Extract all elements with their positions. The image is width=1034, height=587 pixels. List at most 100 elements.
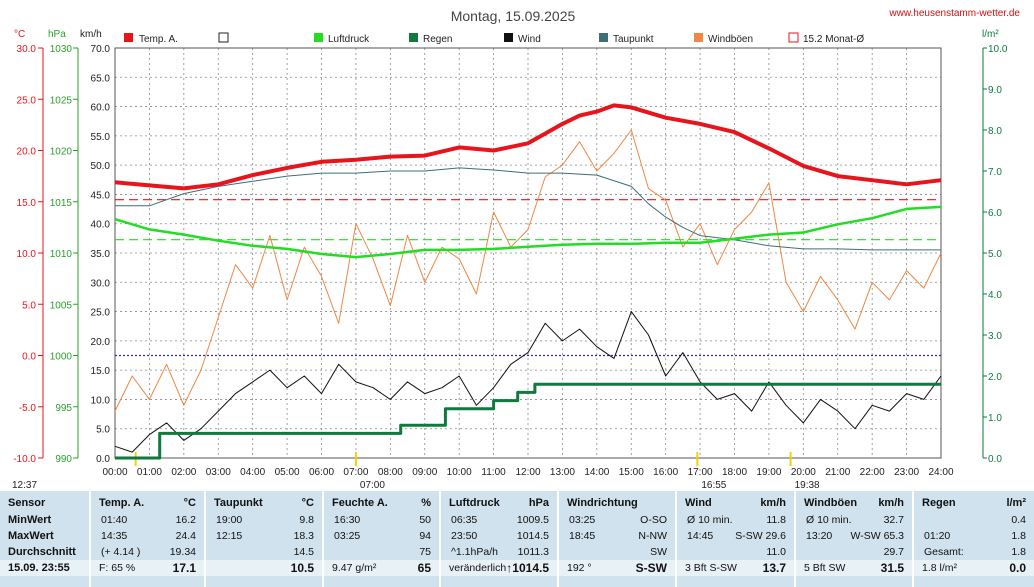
time-marker-label: 07:00 [360,480,385,491]
stats-cell-value: 18.3 [293,530,314,542]
time-tick-label: 07:00 [343,467,368,478]
stats-row-label: Durchschnitt [8,546,76,558]
weather-chart: Montag, 15.09.2025 www.heusenstamm-wette… [12,8,1020,491]
stats-row: 13:20 W-SW 65.3 [796,528,912,544]
stats-row: 11.0 [677,544,794,560]
stats-row: 15.09. 23:55 [0,560,89,576]
stats-row: Durchschnitt [0,544,89,560]
stats-cell-label: 06:35 [451,514,478,526]
stats-row: 03:25 94 [324,528,439,544]
legend-swatch-gust [694,33,703,42]
stats-row: 5 Bft SW 31.5 [796,560,912,576]
stats-unit: % [421,497,431,509]
temp-tick-label: 10.0 [17,249,37,260]
stats-row: 12:15 18.3 [206,528,322,544]
stats-header: Regen [922,497,956,509]
stats-row: 01:40 16.2 [91,512,204,528]
time-marker-label: 19:38 [795,480,820,491]
pressure-tick-label: 1030 [50,44,73,55]
time-tick-label: 13:00 [550,467,575,478]
pressure-tick-label: 1020 [50,147,73,158]
website-link[interactable]: www.heusenstamm-wetter.de [888,8,1020,19]
speed-tick-label: 0.0 [96,454,110,465]
temp-tick-label: 25.0 [17,95,37,106]
stats-unit: l/m² [1006,497,1026,509]
speed-tick-label: 20.0 [91,337,111,348]
stats-cell-value: S-SW 29.6 [735,530,786,542]
temp-unit-label: °C [14,29,25,40]
stats-cell-value: 16.2 [175,514,196,526]
stats-cell-value: 24.4 [175,530,196,542]
series-line-wind [114,311,942,453]
temp-tick-label: -10.0 [13,454,36,465]
stats-row: 14:35 24.4 [91,528,204,544]
stats-row: Windböen km/h [796,495,912,511]
chart-legend: Temp. A. Luftdruck Regen Wind Taupunkt W… [124,32,864,45]
stats-row: 18:45 N-NW [559,528,675,544]
temp-tick-label: 5.0 [22,300,36,311]
stats-cell-label: Gesamt: [924,546,964,558]
stats-row: 3 Bft S-SW 13.7 [677,560,794,576]
legend-monthavg: 15.2 Monat-Ø [803,34,864,45]
legend-swatch-temp [124,33,133,42]
time-tick-label: 17:00 [688,467,713,478]
stats-row: Ø 10 min. 11.8 [677,512,794,528]
stats-cell-label: 03:25 [334,530,361,542]
speed-tick-label: 35.0 [91,249,111,260]
stats-cell-value: N-NW [638,530,667,542]
stats-row: Wind km/h [677,495,794,511]
stats-cell-label: 01:40 [101,514,128,526]
stats-header: Feuchte A. [332,497,388,509]
stats-unit: km/h [878,497,904,509]
stats-cell-value: ↑1014.5 [506,561,549,575]
stats-row: 75 [324,544,439,560]
speed-tick-label: 15.0 [91,366,111,377]
stats-row: Windrichtung [559,495,675,511]
rain-tick-label: 8.0 [988,126,1002,137]
stats-row: 23:50 1014.5 [441,528,557,544]
stats-row: 1.8 l/m² 0.0 [914,560,1034,576]
speed-tick-label: 50.0 [91,161,111,172]
stats-header: Luftdruck [449,497,500,509]
pressure-tick-label: 995 [55,403,72,414]
stats-panel: Sensor MinWert MaxWert Durchschnitt 15.09. 2… [0,491,1034,587]
time-tick-label: 20:00 [791,467,816,478]
stats-cell-value: 29.7 [883,546,904,558]
stats-col-dew: Taupunkt °C 19:00 9.8 12:15 18.3 14.5 10.5 [206,491,324,587]
speed-tick-label: 30.0 [91,278,111,289]
speed-unit-label: km/h [80,29,102,40]
stats-col-humidity: Feuchte A.% 16:30 50 03:25 94 75 9.47 g/m² 65 [324,491,441,587]
stats-row: Temp. A. °C [91,495,204,511]
stats-cell-value: 1014.5 [516,530,549,542]
rain-tick-label: 2.0 [988,372,1002,383]
legend-temp: Temp. A. [139,34,178,45]
stats-cell-value: 19.34 [169,546,196,558]
stats-row-label: MinWert [8,514,52,526]
stats-cell-label: 13:20 [806,530,833,542]
stats-cell-value: 65 [417,561,431,575]
stats-cell-value: 31.5 [880,561,904,575]
stats-row: veränderlich ↑1014.5 [441,560,557,576]
speed-tick-label: 65.0 [91,73,111,84]
legend-swatch-pressure [314,33,323,42]
rain-tick-label: 3.0 [988,331,1002,342]
speed-tick-label: 55.0 [91,132,111,143]
temp-tick-label: 15.0 [17,198,37,209]
temp-tick-label: 20.0 [17,147,37,158]
stats-cell-label: 192 ° [567,562,592,574]
time-tick-label: 03:00 [206,467,231,478]
stats-cell-value: 1009.5 [516,514,549,526]
stats-col-direction: Windrichtung 03:25 O-SO 18:45 N-NW SW 192 ° S-S… [559,491,677,587]
stats-row-label: MaxWert [8,530,54,542]
time-tick-label: 02:00 [171,467,196,478]
speed-tick-label: 40.0 [91,220,111,231]
speed-tick-label: 60.0 [91,103,111,114]
stats-cell-value: 0.4 [1011,514,1026,526]
stats-row: 01:20 1.8 [914,528,1034,544]
legend-swatch-wind [504,33,513,42]
stats-row: 10.5 [206,560,322,576]
stats-row: 16:30 50 [324,512,439,528]
time-marker-label: 16:55 [701,480,726,491]
time-tick-label: 19:00 [756,467,781,478]
stats-row: SW [559,544,675,560]
